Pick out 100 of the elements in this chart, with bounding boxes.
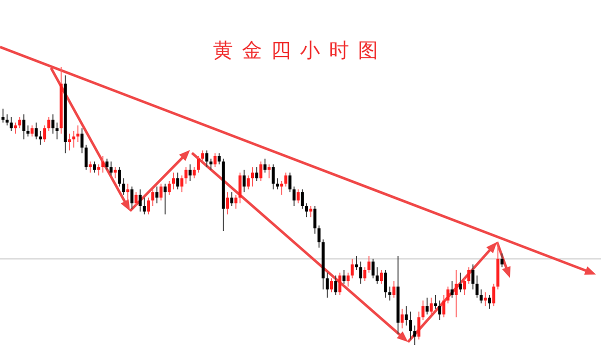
candlestick xyxy=(359,261,362,284)
candlestick xyxy=(110,161,113,176)
candlestick xyxy=(10,116,13,132)
candlestick xyxy=(188,164,192,182)
candlestick xyxy=(363,266,366,282)
candlestick xyxy=(6,114,9,126)
candlestick xyxy=(214,152,217,168)
candlestick xyxy=(118,166,121,188)
candlestick xyxy=(367,256,370,274)
candlestick xyxy=(38,130,42,146)
candlestick xyxy=(80,128,84,154)
candlestick xyxy=(476,275,479,298)
candlestick xyxy=(350,258,354,279)
candlestick xyxy=(43,124,46,143)
candlestick xyxy=(288,172,292,193)
candlestick xyxy=(230,192,234,206)
candlestick xyxy=(34,122,38,140)
candlestick xyxy=(92,161,96,174)
candlestick xyxy=(404,306,408,326)
candlestick xyxy=(346,272,350,288)
candlestick xyxy=(426,297,429,315)
candlestick xyxy=(184,166,188,184)
candlestick xyxy=(226,192,230,215)
candlestick xyxy=(409,311,412,340)
candlestick xyxy=(268,164,271,179)
candlestick xyxy=(72,130,76,148)
candlestick xyxy=(218,152,221,165)
candlestick xyxy=(309,206,312,218)
candlestick xyxy=(234,194,238,210)
candlestick xyxy=(434,294,437,310)
candlestick xyxy=(126,183,130,201)
candlestick xyxy=(238,172,242,204)
candlestick xyxy=(97,164,100,176)
candlestick xyxy=(463,278,466,296)
candlestick xyxy=(176,172,180,190)
candlestick xyxy=(138,188,142,212)
candlestick xyxy=(180,174,184,193)
candlestick xyxy=(450,280,454,298)
candlestick xyxy=(192,166,196,179)
candlestick xyxy=(209,158,212,170)
candlestick xyxy=(372,258,375,279)
candlestick xyxy=(388,286,392,302)
candlestick xyxy=(51,114,54,134)
candlestick xyxy=(168,180,171,196)
candlestick xyxy=(342,269,346,284)
candlestick xyxy=(242,169,246,193)
candlestick xyxy=(259,161,262,182)
candlestick xyxy=(26,124,30,137)
candlestick xyxy=(280,180,284,196)
candlestick xyxy=(134,192,138,206)
candlestick xyxy=(2,108,4,124)
candlestick xyxy=(296,188,300,204)
candlestick xyxy=(272,164,275,190)
candlestick xyxy=(101,155,104,174)
candlestick xyxy=(500,252,504,268)
candlestick xyxy=(458,272,462,293)
candlestick xyxy=(334,275,338,296)
candlestick xyxy=(276,178,279,190)
candlestick xyxy=(454,269,458,318)
candlestick xyxy=(30,124,34,137)
candlestick xyxy=(142,197,146,215)
candlestick xyxy=(413,325,416,346)
candlestick xyxy=(318,224,321,248)
candlestick xyxy=(400,308,404,329)
candlestick xyxy=(172,172,175,190)
candlestick xyxy=(354,256,358,270)
candlestick xyxy=(201,150,204,162)
candlestick xyxy=(384,269,388,298)
candlestick xyxy=(18,116,22,129)
candlestick xyxy=(421,300,424,320)
candlestick xyxy=(417,311,420,340)
candlestick xyxy=(284,172,288,188)
candlestick xyxy=(76,124,80,143)
candlestick xyxy=(56,122,59,140)
candlestick xyxy=(446,286,450,304)
candlestick xyxy=(151,188,154,206)
candlestick xyxy=(122,178,126,196)
candlestick xyxy=(492,283,496,307)
candlestick xyxy=(480,288,483,304)
candlestick xyxy=(251,166,254,188)
candlestick xyxy=(130,186,134,210)
candlestick xyxy=(14,122,17,134)
candlestick xyxy=(313,206,316,234)
candlestick xyxy=(488,294,492,310)
candlestick xyxy=(105,158,108,170)
candlestick xyxy=(88,161,92,174)
candlestick xyxy=(292,186,296,206)
candlestick xyxy=(68,133,72,151)
candlestick xyxy=(47,116,50,132)
candlestick xyxy=(430,297,433,315)
candlestick xyxy=(147,197,150,215)
candlestick xyxy=(326,272,329,298)
candlestick xyxy=(196,155,200,174)
candlestick xyxy=(376,266,379,284)
candlestick xyxy=(305,202,308,218)
candlestick xyxy=(255,166,258,182)
candlestick xyxy=(438,300,442,320)
candlestick xyxy=(442,294,446,318)
candlestick xyxy=(164,183,167,215)
candlestick xyxy=(114,166,117,179)
